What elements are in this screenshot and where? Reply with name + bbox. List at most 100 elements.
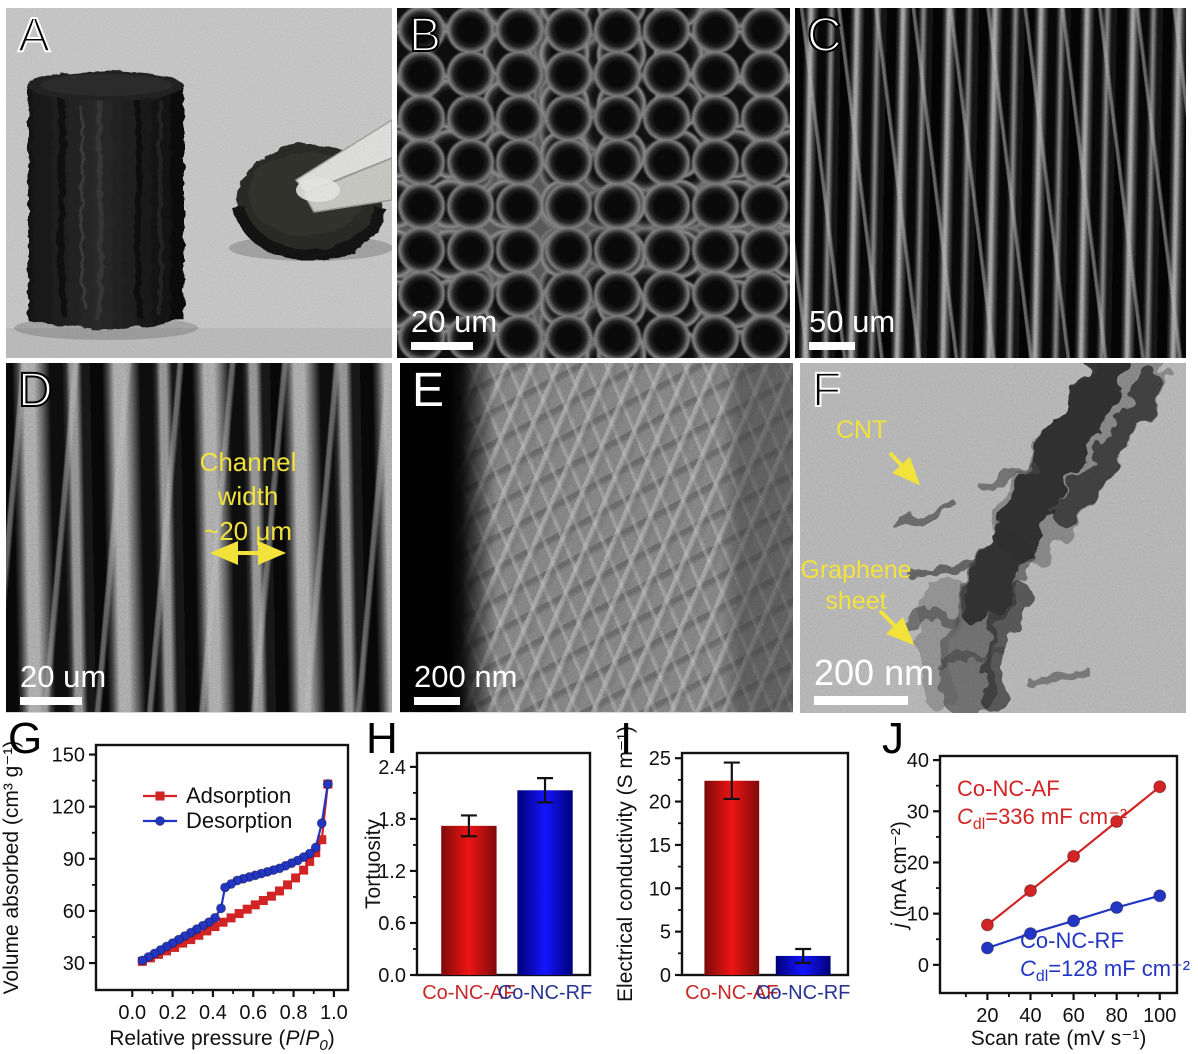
panel-letter-c: C [806, 8, 843, 63]
svg-text:0.6: 0.6 [378, 913, 406, 935]
panel-b-sem-image: B 20 um [397, 8, 790, 358]
svg-text:Co-NC-AF: Co-NC-AF [957, 776, 1060, 801]
svg-text:0: 0 [918, 955, 929, 977]
svg-text:0.0: 0.0 [378, 965, 406, 987]
panel-letter-j: J [882, 714, 904, 763]
panel-d-sem-image: D Channel width ~20 μm 20 um [6, 363, 392, 713]
svg-text:1.8: 1.8 [378, 809, 406, 831]
svg-text:20: 20 [649, 792, 671, 814]
scale-bar-b: 20 um [411, 306, 497, 350]
scale-bar-f: 200 nm [814, 655, 934, 705]
panel-letter-g: G [8, 714, 43, 763]
svg-text:2.4: 2.4 [378, 757, 406, 779]
annotation-line: width [217, 481, 279, 512]
chart-svg-J: 0 10 20 30 40 20 40 60 80 100 j (mA cm⁻²) Scan rate… [888, 750, 1190, 1050]
graphene-sheet-label: Graphene sheet [800, 555, 912, 618]
svg-text:Cdl=128 mF cm⁻²: Cdl=128 mF cm⁻² [1020, 956, 1190, 985]
scale-bar-label: 50 um [809, 304, 896, 339]
scale-bar-line [814, 696, 908, 705]
panel-c-sem-image: C 50 um [795, 8, 1186, 358]
svg-text:80: 80 [1106, 1005, 1128, 1027]
svg-text:Cdl=336 mF cm⁻²: Cdl=336 mF cm⁻² [957, 804, 1127, 833]
scale-bar-line [414, 697, 460, 705]
panel-f-tem-image: F CNT Graphene sheet 200 nm [800, 363, 1186, 713]
carbon-cylinder [28, 71, 184, 329]
svg-text:Scan rate (mV s⁻¹): Scan rate (mV s⁻¹) [971, 1027, 1147, 1050]
tweezers [294, 119, 392, 213]
svg-text:30: 30 [907, 801, 929, 823]
chart-svg-I: 0 5 10 15 20 25 Electrical conductivity (S m⁻¹… [614, 726, 850, 1004]
panel-letter-a: A [17, 8, 51, 63]
cnt-label: CNT [836, 415, 887, 446]
svg-text:40: 40 [907, 750, 929, 772]
annotation-text: Graphene [800, 556, 912, 584]
svg-text:100: 100 [1143, 1005, 1176, 1027]
panel-letter-h: H [366, 714, 398, 763]
svg-text:0: 0 [660, 965, 671, 987]
scale-bar-label: 20 um [411, 304, 498, 339]
svg-text:Co-NC-AF: Co-NC-AF [685, 982, 778, 1004]
svg-text:Electrical conductivity (S m⁻¹: Electrical conductivity (S m⁻¹) [614, 726, 637, 1002]
scale-bar-c: 50 um [809, 306, 895, 350]
scale-bar-label: 20 um [20, 659, 107, 694]
scale-bar-label: 200 nm [814, 652, 935, 693]
svg-text:10: 10 [649, 878, 671, 900]
panel-letter-e: E [412, 364, 445, 417]
scale-bar-line [809, 342, 855, 350]
svg-text:Volume absorbed (cm³ g⁻¹): Volume absorbed (cm³ g⁻¹) [0, 741, 23, 995]
svg-text:10: 10 [907, 904, 929, 926]
svg-text:20: 20 [907, 852, 929, 874]
chart-svg-H: 0.0 0.6 1.2 1.8 2.4 Tortuosity Co-NC-AFCo-NC-R… [362, 751, 592, 1004]
chart-electrical-conductivity-bars: 0 5 10 15 20 25 Electrical conductivity (S m⁻¹… [612, 712, 890, 1054]
annotation-text: sheet [825, 587, 887, 616]
annotation-line: ~20 μm [204, 515, 292, 546]
svg-text:150: 150 [52, 745, 85, 767]
svg-text:Adsorption: Adsorption [186, 783, 291, 808]
svg-text:30: 30 [63, 953, 85, 975]
svg-text:0.2: 0.2 [159, 1002, 187, 1024]
carbon-disc [233, 144, 387, 262]
svg-text:5: 5 [660, 922, 671, 944]
svg-text:Co-NC-AF: Co-NC-AF [422, 982, 515, 1004]
channel-width-annotation: Channel width ~20 μm [156, 445, 340, 548]
scale-bar-line [20, 697, 82, 705]
panel-letter-f: F [811, 363, 842, 418]
svg-text:Desorption: Desorption [186, 808, 292, 833]
svg-text:j (mA cm⁻²): j (mA cm⁻²) [890, 821, 911, 931]
photo-illustration [6, 8, 392, 358]
chart-tortuosity-bars: 0.0 0.6 1.2 1.8 2.4 Tortuosity Co-NC-AF Co-NC-R… [362, 712, 612, 1054]
svg-text:20: 20 [976, 1005, 998, 1027]
svg-text:Tortuosity: Tortuosity [362, 819, 385, 909]
svg-text:1.2: 1.2 [378, 861, 406, 883]
svg-text:60: 60 [1062, 1005, 1084, 1027]
chart-svg-G: 30 60 90 120 150 0.0 0.2 0.4 0.6 0.8 1.0 Volume abs… [0, 741, 350, 1054]
panel-letter-b: B [408, 8, 442, 63]
svg-text:1.0: 1.0 [320, 1002, 348, 1024]
svg-text:0.4: 0.4 [199, 1002, 227, 1024]
svg-text:0.0: 0.0 [118, 1002, 146, 1024]
svg-text:15: 15 [649, 835, 671, 857]
chart-adsorption-isotherm: 30 60 90 120 150 0.0 0.2 0.4 0.6 0.8 1.0 Volume abs… [0, 712, 362, 1054]
svg-text:60: 60 [63, 901, 85, 923]
svg-text:120: 120 [52, 797, 85, 819]
chart-cdl-scan-rate: 0 10 20 30 40 20 40 60 80 100 j (mA cm⁻²) Scan rate… [888, 712, 1198, 1054]
svg-text:Co-NC-RF: Co-NC-RF [756, 982, 850, 1004]
svg-text:Co-NC-RF: Co-NC-RF [1020, 928, 1124, 953]
svg-text:Relative pressure (P/P0): Relative pressure (P/P0) [109, 1027, 335, 1054]
panel-letter-d: D [17, 363, 54, 418]
annotation-text: CNT [836, 416, 888, 444]
scale-bar-label: 200 nm [414, 659, 518, 694]
svg-text:0.8: 0.8 [280, 1002, 308, 1024]
svg-text:90: 90 [63, 849, 85, 871]
svg-text:Co-NC-RF: Co-NC-RF [498, 982, 592, 1004]
scale-bar-e: 200 nm [414, 661, 517, 705]
scale-bar-d: 20 um [20, 661, 106, 705]
svg-text:40: 40 [1019, 1005, 1041, 1027]
svg-text:0.6: 0.6 [239, 1002, 267, 1024]
scale-bar-line [411, 342, 473, 350]
annotation-line: Channel [199, 447, 297, 477]
panel-e-sem-image: E 200 nm [400, 363, 793, 713]
svg-text:25: 25 [649, 748, 671, 770]
panel-letter-i: I [620, 714, 633, 763]
